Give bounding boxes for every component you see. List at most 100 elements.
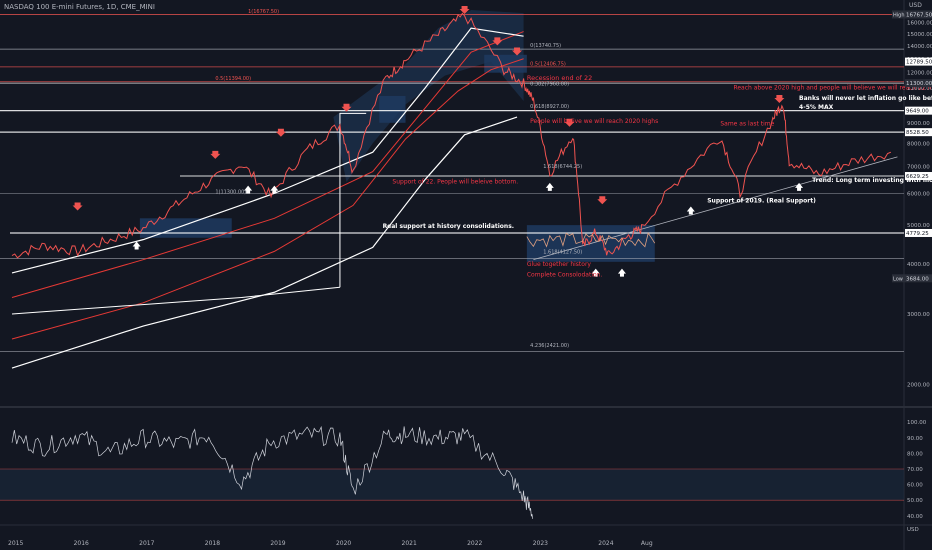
annotation-recession: Recession end of 22 bbox=[527, 74, 592, 82]
price-tag-bg bbox=[905, 228, 932, 237]
price-tag-fib-618: 9649.00 bbox=[906, 109, 929, 115]
time-tick-label: 2016 bbox=[74, 540, 89, 547]
price-tag-prefix: High bbox=[893, 12, 905, 18]
up-arrow-marker bbox=[795, 182, 804, 191]
time-tick-label: 2021 bbox=[402, 540, 417, 547]
down-arrow-marker bbox=[774, 94, 785, 103]
annotation-support22: Support of 22. People will beleive botto… bbox=[392, 179, 518, 186]
down-arrow-marker bbox=[72, 202, 83, 211]
osc-tick-label: 90.00 bbox=[907, 436, 923, 442]
annotation-glue2: Complete Consolodation. bbox=[527, 272, 603, 279]
time-tick-label: 2018 bbox=[205, 540, 220, 547]
up-arrow-marker bbox=[270, 185, 279, 194]
down-arrow-marker bbox=[210, 150, 221, 159]
price-tag-bg bbox=[905, 106, 932, 115]
price-tag-prefix-bg bbox=[892, 274, 905, 283]
moving-average-long bbox=[11, 58, 524, 340]
down-arrow-marker bbox=[341, 103, 352, 112]
osc-tick-label: 60.00 bbox=[907, 483, 923, 489]
price-tag-bg bbox=[905, 57, 932, 66]
annotation-banks2: 4-5% MAX bbox=[799, 104, 834, 111]
down-arrow-marker bbox=[564, 118, 575, 127]
time-tick-label: 2017 bbox=[139, 540, 154, 547]
fib-level-label: 1.618(4127.50) bbox=[543, 249, 582, 255]
osc-currency-label: USD bbox=[907, 527, 919, 533]
price-tick-label: 14000.00 bbox=[907, 44, 932, 50]
annotation-banks1: Banks will never let inflation go like b… bbox=[799, 95, 932, 102]
price-tag-last-price: 6629.25 bbox=[906, 174, 929, 180]
price-tag-Low: 3684.00 bbox=[906, 276, 929, 282]
fib-level-label: 0.382(7968.00) bbox=[530, 81, 569, 87]
consolidation-box bbox=[139, 218, 232, 238]
price-tick-label: 4000.00 bbox=[907, 262, 930, 268]
price-tag-bg bbox=[905, 79, 932, 88]
price-tag-prefix: Low bbox=[893, 276, 903, 282]
currency-label: USD bbox=[909, 2, 922, 9]
price-tag-bg bbox=[905, 10, 932, 19]
price-tag-High: 16767.50 bbox=[906, 12, 932, 18]
fib-level-label: 0.5(11394.00) bbox=[215, 76, 251, 82]
up-arrow-marker bbox=[132, 241, 141, 250]
annotation-reachAbove: Reach above 2020 high and people will be… bbox=[733, 84, 932, 91]
moving-average-mid bbox=[11, 31, 524, 298]
price-tag-level-8528: 8528.50 bbox=[906, 130, 929, 136]
price-tick-label: 6000.00 bbox=[907, 191, 930, 197]
oscillator-pane bbox=[0, 410, 904, 524]
price-tick-label: 2000.00 bbox=[907, 383, 930, 389]
annotation-trend: Trend: Long term investing with mo bbox=[812, 177, 932, 184]
time-tick-label: 2019 bbox=[270, 540, 285, 547]
fib-level-label: 0.618(8927.00) bbox=[530, 104, 569, 110]
price-tag-level-4779: 4779.25 bbox=[906, 231, 929, 237]
baseline-line bbox=[11, 286, 340, 315]
price-tick-label: 11000.00 bbox=[907, 86, 932, 92]
up-arrow-marker bbox=[591, 268, 600, 277]
fib-level-label: 1(16767.50) bbox=[248, 9, 279, 15]
long-term-trendline bbox=[533, 156, 898, 261]
down-arrow-marker bbox=[275, 128, 286, 137]
price-tag-bg bbox=[905, 172, 932, 181]
time-tick-label: Aug bbox=[641, 540, 653, 547]
osc-tick-label: 40.00 bbox=[907, 514, 923, 520]
price-tick-label: 8000.00 bbox=[907, 141, 930, 147]
annotation-believe2020: People will belive we will reach 2020 hi… bbox=[530, 118, 658, 125]
up-arrow-marker bbox=[617, 268, 626, 277]
price-tag-fib-0: 12789.50 bbox=[906, 60, 932, 66]
price-tick-label: 5000.00 bbox=[907, 223, 930, 229]
price-tag-bg bbox=[905, 128, 932, 137]
osc-tick-label: 70.00 bbox=[907, 467, 923, 473]
down-arrow-marker bbox=[512, 47, 523, 56]
volatility-envelope bbox=[333, 10, 524, 183]
fib-level-label: 0.5(12406.75) bbox=[530, 62, 566, 68]
annotation-support2019: Support of 2019. (Real Support) bbox=[707, 197, 816, 204]
price-tag-fib-236: 11300.00 bbox=[906, 81, 932, 87]
price-tick-label: 3000.00 bbox=[907, 312, 930, 318]
down-arrow-marker bbox=[597, 196, 608, 205]
chart-title: NASDAQ 100 E-mini Futures, 1D, CME_MINI bbox=[4, 3, 155, 11]
price-tag-bg bbox=[905, 274, 932, 283]
annotation-sameLast: Same as last time bbox=[720, 121, 774, 128]
osc-tick-label: 100.00 bbox=[907, 420, 927, 426]
down-arrow-marker bbox=[492, 37, 503, 46]
step-line bbox=[339, 112, 367, 288]
price-tick-label: 15000.00 bbox=[907, 32, 932, 38]
price-tag-prefix-bg bbox=[892, 10, 905, 19]
up-arrow-marker bbox=[244, 185, 253, 194]
price-tick-label: 7000.00 bbox=[907, 165, 930, 171]
price-series-line bbox=[11, 12, 892, 259]
price-tick-label: 9000.00 bbox=[907, 121, 930, 127]
osc-band bbox=[0, 469, 904, 501]
annotation-glue1: Glue together history bbox=[527, 261, 592, 268]
fib-level-label: 0(13740.75) bbox=[530, 43, 561, 49]
fib-level-label: 1(11300.00) bbox=[215, 189, 246, 195]
price-tick-label: 12000.00 bbox=[907, 71, 932, 77]
oscillator-line bbox=[11, 425, 534, 519]
time-tick-label: 2024 bbox=[598, 540, 613, 547]
osc-tick-label: 50.00 bbox=[907, 498, 923, 504]
down-arrow-marker bbox=[459, 6, 470, 15]
time-tick-label: 2023 bbox=[533, 540, 548, 547]
history-overlay-line bbox=[526, 232, 656, 248]
annotation-realSupport: Real support at history consolidations. bbox=[383, 223, 514, 230]
consolidation-box bbox=[379, 95, 406, 123]
moving-average-white bbox=[11, 116, 518, 369]
